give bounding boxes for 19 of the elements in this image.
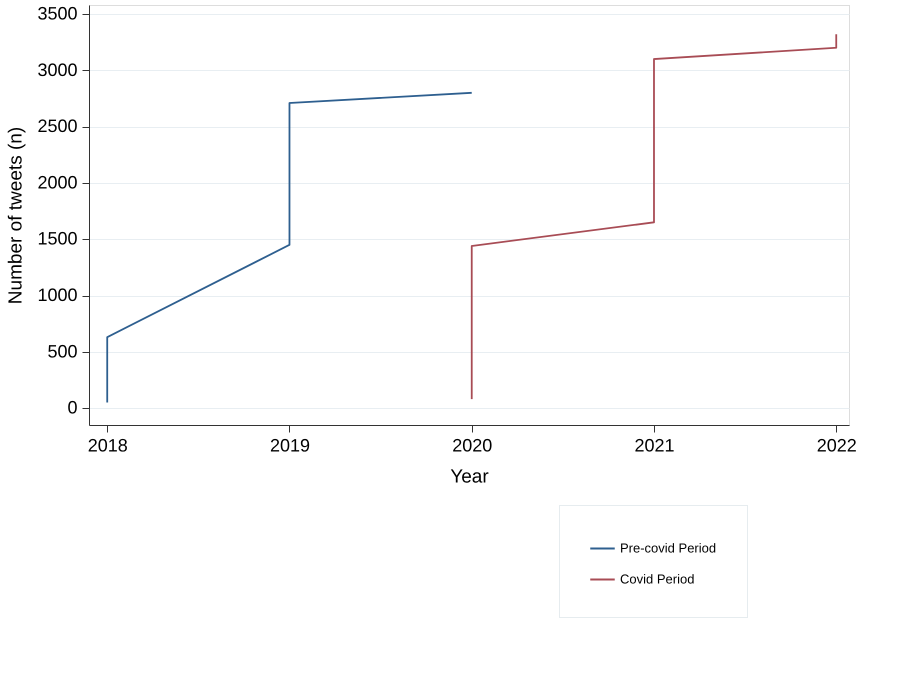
legend-label: Pre-covid Period <box>620 540 716 556</box>
y-tick-label: 1500 <box>37 228 78 249</box>
y-axis-title: Number of tweets (n) <box>5 126 26 304</box>
x-tick-label: 2020 <box>452 436 492 456</box>
y-tick-label: 1000 <box>37 285 78 306</box>
x-tick-label: 2021 <box>634 436 675 456</box>
y-tick-label: 3000 <box>37 60 78 80</box>
x-axis-title: Year <box>450 466 490 488</box>
y-tick-label: 2000 <box>37 172 78 192</box>
y-tick-label: 0 <box>67 398 78 418</box>
x-tick-label: 2022 <box>816 436 857 456</box>
line-series <box>470 33 838 400</box>
x-tick-label: 2019 <box>270 436 310 456</box>
y-tick-label: 2500 <box>37 116 78 136</box>
y-tick-label: 500 <box>47 341 78 362</box>
line-series <box>106 92 473 404</box>
x-tick-label: 2018 <box>88 436 128 456</box>
y-tick-label: 3500 <box>37 4 78 24</box>
legend-label: Covid Period <box>620 572 694 586</box>
